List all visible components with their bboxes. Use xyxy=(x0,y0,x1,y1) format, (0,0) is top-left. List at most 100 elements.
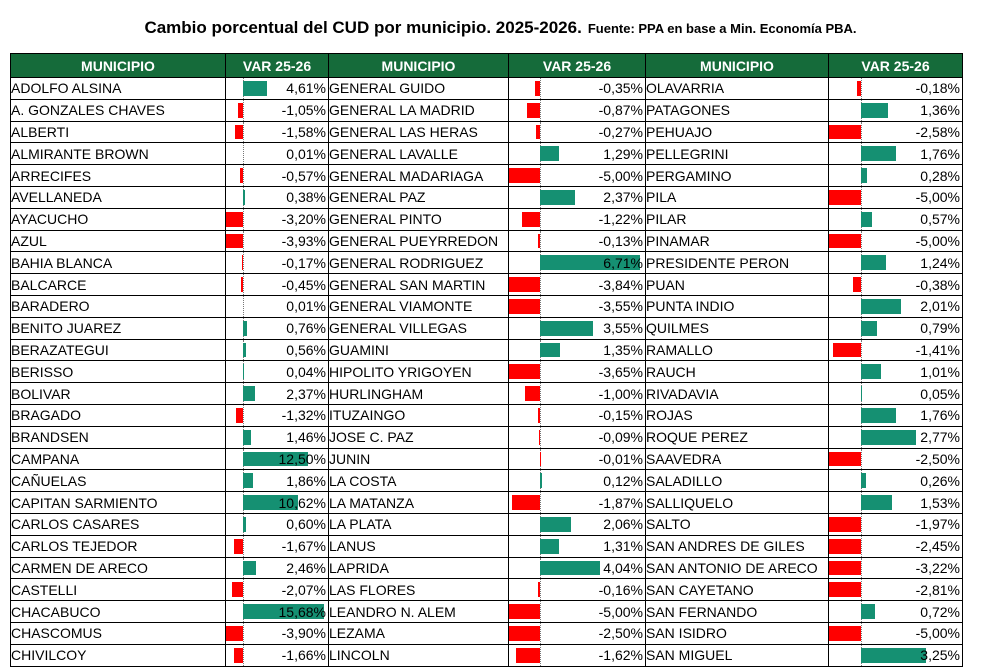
var-cell: 2,77% xyxy=(829,426,963,448)
municipio-name: BAHIA BLANCA xyxy=(11,252,226,274)
var-value: 0,12% xyxy=(509,473,645,489)
var-value: 3,55% xyxy=(509,320,645,336)
municipio-name: GENERAL VIAMONTE xyxy=(329,295,509,317)
var-cell: -3,22% xyxy=(829,557,963,579)
municipio-name: LA MATANZA xyxy=(329,492,509,514)
municipality-table: MUNICIPIO VAR 25-26 MUNICIPIO VAR 25-26 … xyxy=(10,53,963,667)
var-value: -3,65% xyxy=(509,364,645,380)
municipio-name: ROJAS xyxy=(646,404,829,426)
municipio-name: SAN ISIDRO xyxy=(646,622,829,644)
var-value: -2,50% xyxy=(829,451,962,467)
var-value: 1,24% xyxy=(829,255,962,271)
var-value: 0,76% xyxy=(226,320,328,336)
municipio-name: LA COSTA xyxy=(329,470,509,492)
var-value: 0,05% xyxy=(829,386,962,402)
var-value: -3,20% xyxy=(226,211,328,227)
municipio-name: ALMIRANTE BROWN xyxy=(11,143,226,165)
municipio-name: PILAR xyxy=(646,208,829,230)
municipio-name: ARRECIFES xyxy=(11,165,226,187)
municipio-name: ITUZAINGO xyxy=(329,404,509,426)
table-row: ARRECIFES-0,57%GENERAL MADARIAGA-5,00%PE… xyxy=(11,165,963,187)
municipio-name: BERAZATEGUI xyxy=(11,339,226,361)
var-cell: 12,50% xyxy=(226,448,329,470)
var-value: -3,90% xyxy=(226,625,328,641)
municipio-name: BERISSO xyxy=(11,361,226,383)
var-cell: -1,05% xyxy=(226,99,329,121)
var-value: 0,28% xyxy=(829,168,962,184)
municipio-name: GENERAL MADARIAGA xyxy=(329,165,509,187)
var-cell: 0,26% xyxy=(829,470,963,492)
municipio-name: CARMEN DE ARECO xyxy=(11,557,226,579)
table-row: CASTELLI-2,07%LAS FLORES-0,16%SAN CAYETA… xyxy=(11,579,963,601)
municipio-name: PILA xyxy=(646,186,829,208)
var-cell: 0,01% xyxy=(226,295,329,317)
var-cell: 0,01% xyxy=(226,143,329,165)
var-value: -5,00% xyxy=(509,168,645,184)
var-value: 4,04% xyxy=(509,560,645,576)
municipio-name: PEHUAJO xyxy=(646,121,829,143)
var-cell: -3,90% xyxy=(226,622,329,644)
var-cell: 3,55% xyxy=(509,317,646,339)
var-cell: 4,04% xyxy=(509,557,646,579)
municipio-name: CARLOS CASARES xyxy=(11,513,226,535)
var-cell: -0,13% xyxy=(509,230,646,252)
var-cell: -2,45% xyxy=(829,535,963,557)
var-cell: -1,41% xyxy=(829,339,963,361)
var-cell: 1,76% xyxy=(829,143,963,165)
municipio-name: RIVADAVIA xyxy=(646,383,829,405)
var-value: -3,22% xyxy=(829,560,962,576)
var-value: 0,04% xyxy=(226,364,328,380)
var-value: 2,37% xyxy=(226,386,328,402)
municipio-name: HIPOLITO YRIGOYEN xyxy=(329,361,509,383)
municipio-name: OLAVARRIA xyxy=(646,78,829,100)
var-value: -1,97% xyxy=(829,516,962,532)
var-value: 6,71% xyxy=(509,255,645,271)
var-value: 0,38% xyxy=(226,189,328,205)
var-value: -3,93% xyxy=(226,233,328,249)
municipio-name: CAÑUELAS xyxy=(11,470,226,492)
col-header-var: VAR 25-26 xyxy=(226,54,329,78)
municipio-name: PELLEGRINI xyxy=(646,143,829,165)
var-value: -5,00% xyxy=(829,625,962,641)
var-value: -1,66% xyxy=(226,647,328,663)
municipio-name: GENERAL PINTO xyxy=(329,208,509,230)
var-value: 2,77% xyxy=(829,429,962,445)
col-header-municipio: MUNICIPIO xyxy=(646,54,829,78)
table-row: ALBERTI-1,58%GENERAL LAS HERAS-0,27%PEHU… xyxy=(11,121,963,143)
var-cell: -1,00% xyxy=(509,383,646,405)
var-cell: -0,16% xyxy=(509,579,646,601)
var-cell: -0,35% xyxy=(509,78,646,100)
var-value: -2,58% xyxy=(829,124,962,140)
municipio-name: BENITO JUAREZ xyxy=(11,317,226,339)
municipio-name: AZUL xyxy=(11,230,226,252)
municipio-name: GENERAL LA MADRID xyxy=(329,99,509,121)
municipio-name: BOLIVAR xyxy=(11,383,226,405)
var-value: -0,15% xyxy=(509,407,645,423)
municipio-name: BRANDSEN xyxy=(11,426,226,448)
municipio-name: SALADILLO xyxy=(646,470,829,492)
municipio-name: CARLOS TEJEDOR xyxy=(11,535,226,557)
municipio-name: JOSE C. PAZ xyxy=(329,426,509,448)
var-cell: 0,38% xyxy=(226,186,329,208)
var-value: 1,35% xyxy=(509,342,645,358)
var-cell: 1,76% xyxy=(829,404,963,426)
municipio-name: LANUS xyxy=(329,535,509,557)
var-value: -5,00% xyxy=(829,189,962,205)
var-cell: 0,76% xyxy=(226,317,329,339)
municipio-name: ALBERTI xyxy=(11,121,226,143)
var-value: 0,26% xyxy=(829,473,962,489)
var-value: 3,25% xyxy=(829,647,962,663)
municipio-name: BARADERO xyxy=(11,295,226,317)
var-cell: 2,01% xyxy=(829,295,963,317)
var-value: -1,05% xyxy=(226,102,328,118)
var-cell: 2,46% xyxy=(226,557,329,579)
municipio-name: HURLINGHAM xyxy=(329,383,509,405)
col-header-var: VAR 25-26 xyxy=(829,54,963,78)
municipio-name: ROQUE PEREZ xyxy=(646,426,829,448)
municipio-name: AVELLANEDA xyxy=(11,186,226,208)
municipio-name: SALTO xyxy=(646,513,829,535)
var-cell: 0,56% xyxy=(226,339,329,361)
